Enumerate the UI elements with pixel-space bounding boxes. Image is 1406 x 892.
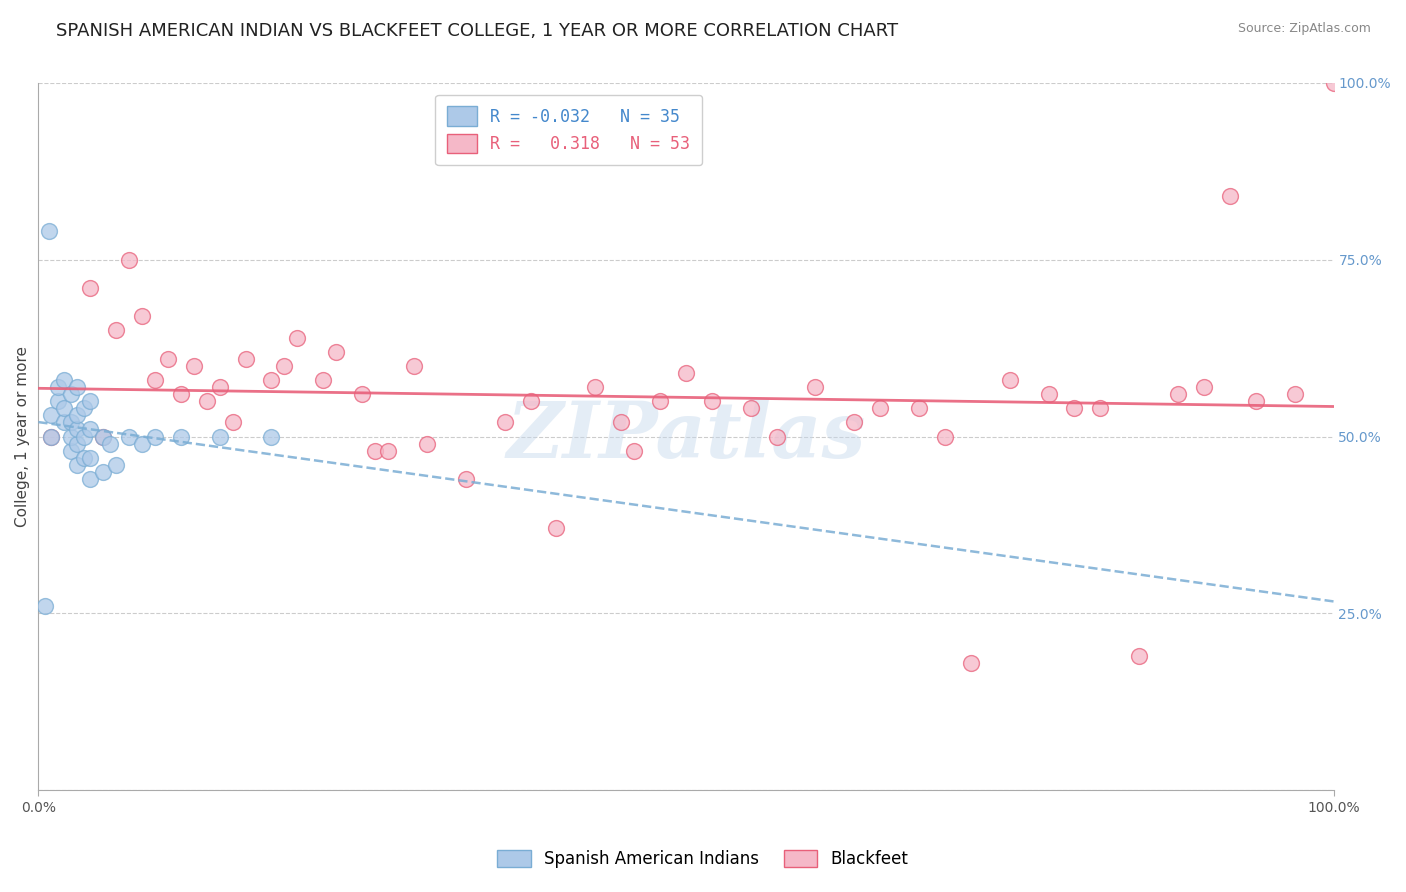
- Point: [143, 373, 166, 387]
- Point: [131, 310, 153, 324]
- Point: [156, 351, 179, 366]
- Point: [39, 429, 62, 443]
- Point: [260, 429, 283, 443]
- Point: [66, 409, 89, 423]
- Point: [53, 373, 76, 387]
- Point: [66, 422, 89, 436]
- Point: [454, 472, 477, 486]
- Point: [195, 394, 218, 409]
- Point: [39, 409, 62, 423]
- Point: [143, 429, 166, 443]
- Point: [91, 429, 114, 443]
- Point: [1284, 387, 1306, 401]
- Point: [740, 401, 762, 416]
- Point: [648, 394, 671, 409]
- Text: SPANISH AMERICAN INDIAN VS BLACKFEET COLLEGE, 1 YEAR OR MORE CORRELATION CHART: SPANISH AMERICAN INDIAN VS BLACKFEET COL…: [56, 22, 898, 40]
- Point: [79, 281, 101, 295]
- Point: [38, 224, 60, 238]
- Point: [66, 458, 89, 472]
- Text: ZIPatlas: ZIPatlas: [506, 399, 866, 475]
- Point: [39, 429, 62, 443]
- Point: [402, 359, 425, 373]
- Point: [170, 429, 193, 443]
- Point: [46, 394, 69, 409]
- Point: [105, 458, 128, 472]
- Point: [844, 416, 866, 430]
- Y-axis label: College, 1 year or more: College, 1 year or more: [15, 346, 30, 527]
- Point: [610, 416, 633, 430]
- Point: [105, 323, 128, 337]
- Point: [79, 450, 101, 465]
- Point: [352, 387, 374, 401]
- Point: [53, 416, 76, 430]
- Point: [79, 394, 101, 409]
- Point: [1090, 401, 1112, 416]
- Point: [66, 436, 89, 450]
- Point: [118, 429, 141, 443]
- Point: [208, 380, 231, 394]
- Point: [260, 373, 283, 387]
- Point: [960, 656, 983, 670]
- Point: [1192, 380, 1215, 394]
- Point: [273, 359, 295, 373]
- Point: [183, 359, 205, 373]
- Point: [46, 380, 69, 394]
- Point: [91, 465, 114, 479]
- Legend: R = -0.032   N = 35, R =   0.318   N = 53: R = -0.032 N = 35, R = 0.318 N = 53: [436, 95, 702, 165]
- Point: [79, 472, 101, 486]
- Point: [546, 521, 568, 535]
- Point: [73, 429, 96, 443]
- Point: [1128, 648, 1150, 663]
- Point: [623, 443, 645, 458]
- Point: [519, 394, 541, 409]
- Point: [869, 401, 891, 416]
- Point: [934, 429, 956, 443]
- Point: [998, 373, 1021, 387]
- Point: [416, 436, 439, 450]
- Point: [73, 450, 96, 465]
- Point: [377, 443, 399, 458]
- Point: [1167, 387, 1189, 401]
- Point: [312, 373, 335, 387]
- Point: [700, 394, 723, 409]
- Point: [208, 429, 231, 443]
- Point: [118, 252, 141, 267]
- Point: [494, 416, 516, 430]
- Point: [804, 380, 827, 394]
- Point: [66, 380, 89, 394]
- Point: [1038, 387, 1060, 401]
- Point: [675, 366, 697, 380]
- Point: [59, 416, 82, 430]
- Point: [53, 401, 76, 416]
- Point: [91, 429, 114, 443]
- Point: [170, 387, 193, 401]
- Point: [34, 599, 56, 614]
- Point: [287, 330, 309, 344]
- Point: [59, 387, 82, 401]
- Legend: Spanish American Indians, Blackfeet: Spanish American Indians, Blackfeet: [491, 843, 915, 875]
- Point: [583, 380, 606, 394]
- Point: [235, 351, 257, 366]
- Point: [98, 436, 121, 450]
- Point: [59, 443, 82, 458]
- Point: [1219, 189, 1241, 203]
- Point: [59, 429, 82, 443]
- Point: [1322, 76, 1344, 90]
- Point: [364, 443, 387, 458]
- Point: [325, 344, 347, 359]
- Point: [1244, 394, 1267, 409]
- Text: Source: ZipAtlas.com: Source: ZipAtlas.com: [1237, 22, 1371, 36]
- Point: [73, 401, 96, 416]
- Point: [908, 401, 931, 416]
- Point: [1063, 401, 1085, 416]
- Point: [79, 422, 101, 436]
- Point: [131, 436, 153, 450]
- Point: [765, 429, 787, 443]
- Point: [221, 416, 243, 430]
